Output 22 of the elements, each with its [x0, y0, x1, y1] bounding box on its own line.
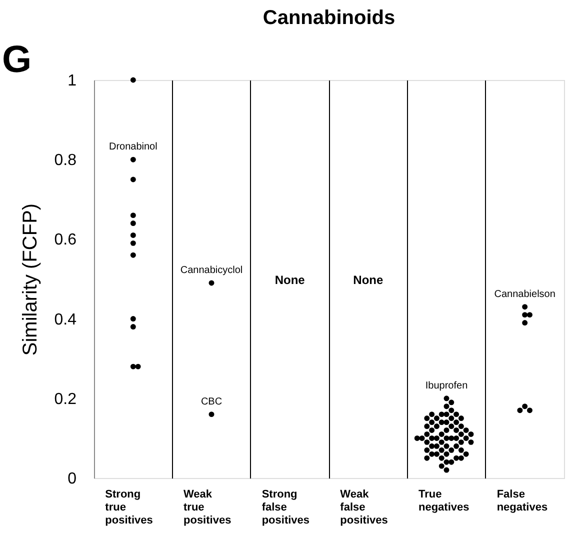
annotation: Cannabielson	[494, 288, 556, 300]
x-tick-label: Strong true positives	[105, 488, 153, 526]
y-tick-label: 0.8	[54, 152, 77, 170]
x-tick-label: True negatives	[418, 488, 470, 514]
chart-title: Cannabinoids	[262, 7, 396, 29]
y-tick-label: 0.4	[54, 311, 77, 328]
y-axis-title: Similarity (FCFP)	[19, 203, 42, 356]
annotation: Ibuprofen	[425, 380, 468, 392]
annotation: CBC	[200, 396, 222, 408]
y-tick-label: 0.6	[54, 232, 77, 249]
x-tick-label: False negatives	[496, 488, 548, 514]
annotation: None	[274, 273, 306, 287]
text: G	[2, 39, 32, 81]
y-tick-label: 0	[68, 470, 77, 488]
annotation: Dronabinol	[108, 142, 158, 153]
y-tick-label: 1	[68, 72, 77, 90]
annotation: Cannabicyclol	[180, 264, 243, 276]
x-tick-label: Weak false positives	[340, 488, 388, 526]
x-tick-label: Strong false positives	[262, 488, 310, 526]
x-tick-label: Weak true positives	[184, 488, 232, 526]
annotation: None	[353, 273, 384, 287]
y-tick-label: 0.2	[54, 390, 77, 408]
